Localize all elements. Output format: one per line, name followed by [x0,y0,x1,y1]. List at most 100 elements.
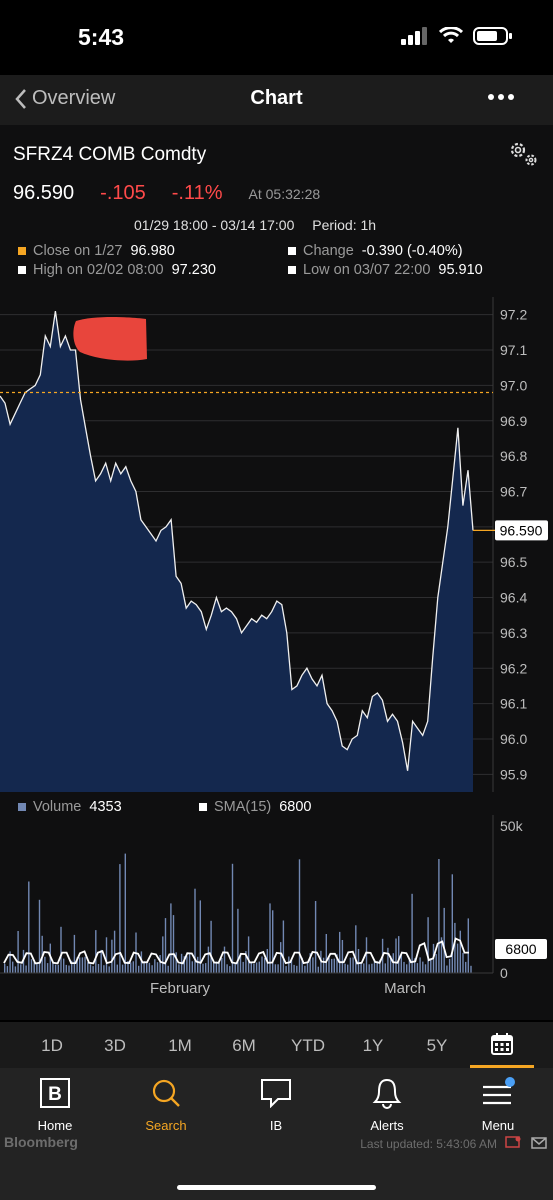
volume-bar [229,966,231,973]
high-stat: High on 02/02 08:00 97.230 [18,262,216,278]
high-marker [18,266,26,274]
volume-bar [462,952,464,973]
volume-bar [285,966,287,973]
volume-bar [331,958,333,973]
sma-line [3,937,469,965]
tab-search-label: Search [145,1118,187,1133]
sma-legend: SMA(15) 6800 [199,799,311,815]
search-icon [152,1079,180,1107]
volume-bar [328,957,330,973]
volume-bar [347,964,349,973]
volume-bar [194,888,196,973]
volume-bar [272,910,274,973]
volume-bar [306,962,309,973]
timeframe-6m[interactable]: 6M [232,1036,256,1055]
volume-bar [89,964,92,973]
price-area [0,311,473,792]
volume-bar [349,957,352,973]
timeframe-1y[interactable]: 1Y [362,1036,384,1055]
volume-bar [368,964,370,973]
volume-bar [167,965,169,973]
tab-alerts[interactable]: Alerts [347,1076,427,1133]
timeframe-1d[interactable]: 1D [41,1036,63,1055]
tab-bar: B Home Search IB Alerts [0,1068,553,1200]
close-stat: Close on 1/27 96.980 [18,243,175,259]
volume-bar [221,958,223,973]
volume-bar [183,956,185,973]
volume-bar [317,966,319,973]
volume-bar [159,955,161,973]
high-value: 97.230 [171,262,216,278]
footer-brand: Bloomberg [4,1134,78,1150]
chevron-left-icon [15,88,26,109]
low-stat: Low on 03/07 22:00 95.910 [288,262,483,278]
y-tick-label: 96.0 [500,731,527,747]
volume-bar [416,963,419,973]
volume-bar [140,951,143,973]
volume-bar [264,958,266,973]
volume-bar [30,959,33,973]
volume-bar [341,940,344,973]
volume-bar [280,942,282,973]
volume-bar [274,964,277,973]
volume-bar [427,917,429,973]
volume-bar [76,957,78,973]
volume-bar [97,964,100,973]
more-button[interactable] [487,81,515,118]
volume-bar [17,931,19,973]
volume-bar [52,963,54,973]
tab-ib[interactable]: IB [236,1076,316,1133]
volume-bar [92,966,94,973]
volume-bar [325,934,327,973]
back-button[interactable]: Overview [14,87,115,110]
gear-icon [510,142,537,166]
volume-bar [454,922,456,973]
volume-bar [293,964,295,973]
custom-range-button[interactable] [470,1022,534,1068]
volume-bar [154,959,156,973]
volume-bar [202,963,204,973]
message-alert-icon[interactable] [505,1136,521,1150]
chat-icon [261,1079,291,1108]
tab-home[interactable]: B Home [15,1076,95,1133]
y-tick-label: 96.1 [500,696,527,712]
volume-bar [116,964,118,973]
chart-settings-button[interactable] [507,139,539,174]
timeframe-5y[interactable]: 5Y [426,1036,448,1055]
volume-bar [446,965,448,973]
y-tick-label: 96.4 [500,590,527,606]
y-tick-label: 96.9 [500,413,527,429]
sma-axis-label: 6800 [505,941,536,957]
change-marker [288,247,296,255]
volume-value: 4353 [89,799,122,815]
low-label: Low on 03/07 22:00 [303,262,431,278]
y-tick-label: 97.2 [500,307,527,323]
date-range-row[interactable]: 01/29 18:00 - 03/14 17:00 Period: 1h [134,217,376,233]
quote-row: 96.590 -.105 -.11% At 05:32:28 [13,182,320,205]
last-updated: Last updated: 5:43:06 AM [360,1137,497,1151]
volume-bar [164,918,167,973]
last-price-axis-label: 96.590 [500,522,543,538]
volume-bar [304,965,306,973]
timeframe-1m[interactable]: 1M [168,1036,192,1055]
x-label-february: February [150,980,211,997]
price-line [0,311,474,771]
volume-bar [258,961,260,973]
volume-bar [389,955,392,973]
volume-bar [63,958,65,973]
volume-bar [253,963,255,973]
volume-bar [156,962,159,973]
tab-search[interactable]: Search [126,1076,206,1133]
tab-home-label: Home [37,1118,73,1133]
mail-icon[interactable] [531,1136,547,1150]
price-chart[interactable]: 97.297.197.096.996.896.796.696.596.496.3… [0,297,553,792]
timeframe-3d[interactable]: 3D [104,1036,126,1055]
volume-bar [438,859,440,973]
volume-bar [373,960,376,973]
volume-bar [100,949,102,973]
volume-chart[interactable]: 50k 0 6800 February March [0,815,553,1010]
timeframe-ytd[interactable]: YTD [291,1036,325,1055]
tab-menu[interactable]: Menu [458,1076,538,1133]
volume-bar [245,951,247,973]
volume-bar [65,964,67,973]
